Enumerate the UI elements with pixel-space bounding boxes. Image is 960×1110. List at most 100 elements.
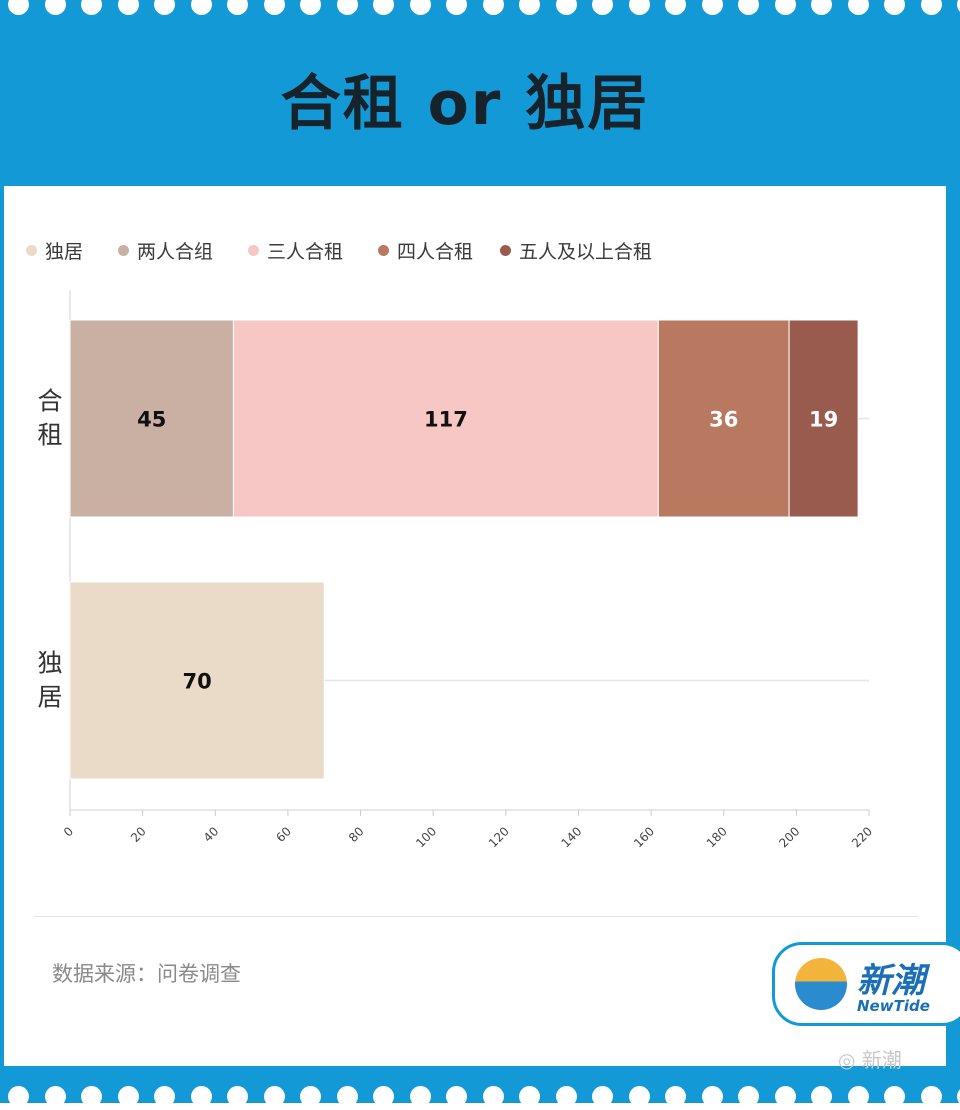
x-tick-label: 20 (128, 824, 149, 845)
data-label: 19 (809, 408, 838, 432)
bar-segment (69, 319, 234, 518)
bar-segment (232, 319, 659, 518)
watermark-text: 新潮 (861, 1048, 902, 1072)
border-dot (811, 1086, 832, 1107)
border-dot (738, 0, 759, 15)
legend-swatch (118, 245, 129, 256)
category-label: 合 (37, 387, 62, 416)
border-dot (117, 0, 139, 15)
x-tick-label: 100 (413, 824, 439, 850)
border-dot (738, 1086, 759, 1107)
legend-item: 五人及以上合租 (500, 237, 652, 264)
border-dot (555, 1086, 577, 1107)
legend-swatch (26, 245, 37, 256)
border-dot (482, 1086, 504, 1107)
border-dot (701, 0, 723, 15)
border-dot (519, 1086, 540, 1107)
x-tick-label: 80 (346, 824, 367, 845)
category-label: 租 (37, 421, 62, 450)
border-dot (190, 1086, 212, 1107)
border-dot (446, 0, 467, 15)
category-label: 居 (37, 683, 62, 712)
source-note: 数据来源：问卷调查 (52, 962, 241, 986)
border-dot (44, 1086, 66, 1107)
left-border (0, 186, 4, 1066)
wechat-icon: ◎ (838, 1048, 862, 1072)
border-dot (519, 0, 540, 15)
border-dot (409, 1086, 431, 1107)
border-dot (300, 0, 321, 15)
bar-segment (788, 319, 859, 518)
border-dot (227, 0, 248, 15)
x-tick-label: 160 (631, 824, 657, 850)
legend-label: 两人合组 (137, 241, 214, 263)
border-dot (701, 1086, 723, 1107)
legend-item: 独居 (26, 237, 83, 264)
border-dot (373, 1086, 394, 1107)
top-dots-border (0, 0, 960, 18)
right-border (946, 186, 960, 1066)
border-dot (847, 1086, 869, 1107)
border-dot (263, 0, 285, 15)
page-title: 合租 or 独居 (280, 69, 650, 139)
border-dot (555, 0, 577, 15)
border-dot (190, 0, 212, 15)
border-dot (300, 1086, 321, 1107)
legend-label: 四人合租 (397, 241, 474, 263)
watermark: ◎ 新潮 (838, 1044, 902, 1073)
border-dot (774, 0, 796, 15)
border-dot (227, 1086, 248, 1107)
legend-item: 四人合租 (378, 237, 473, 264)
legend-item: 三人合租 (248, 237, 343, 264)
bar-segment (657, 319, 790, 518)
border-dot (628, 0, 650, 15)
border-dot (263, 1086, 285, 1107)
x-tick-label: 40 (201, 824, 222, 845)
legend-label: 独居 (45, 241, 84, 263)
border-dot (920, 0, 942, 15)
logo-text-en: NewTide (857, 997, 930, 1015)
border-dot (957, 0, 960, 15)
border-dot (117, 1086, 139, 1107)
border-dot (592, 1086, 613, 1107)
legend-swatch (500, 245, 511, 256)
border-dot (154, 0, 175, 15)
logo-text-cn: 新潮 (857, 961, 925, 1001)
legend-label: 三人合租 (267, 241, 344, 263)
x-tick-label: 180 (704, 824, 730, 850)
legend-swatch (248, 245, 259, 256)
wave-logo-icon (795, 958, 847, 1010)
legend-swatch (378, 245, 389, 256)
header-band (0, 0, 960, 190)
x-tick-label: 0 (61, 824, 76, 839)
data-label: 117 (424, 408, 468, 432)
border-dot (884, 0, 905, 15)
border-dot (482, 0, 504, 15)
border-dot (920, 1086, 942, 1107)
border-dot (592, 0, 613, 15)
legend-item: 两人合组 (118, 237, 213, 264)
x-tick-label: 140 (558, 824, 584, 850)
border-dot (81, 1086, 102, 1107)
data-label: 36 (709, 408, 738, 432)
border-dot (409, 0, 431, 15)
border-dot (8, 0, 29, 15)
border-dot (847, 0, 869, 15)
border-dot (884, 1086, 905, 1107)
x-tick-label: 120 (486, 824, 512, 850)
border-dot (665, 1086, 686, 1107)
border-dot (8, 1086, 29, 1107)
x-tick-label: 220 (849, 824, 875, 850)
data-label: 70 (182, 670, 211, 694)
border-dot (336, 0, 358, 15)
border-dot (957, 1086, 960, 1107)
border-dot (373, 0, 394, 15)
category-label: 独 (37, 649, 62, 678)
newtide-logo: 新潮 NewTide (772, 942, 960, 1026)
border-dot (811, 0, 832, 15)
border-dot (628, 1086, 650, 1107)
border-dot (44, 0, 66, 15)
border-dot (665, 0, 686, 15)
bar-segment (69, 581, 325, 780)
